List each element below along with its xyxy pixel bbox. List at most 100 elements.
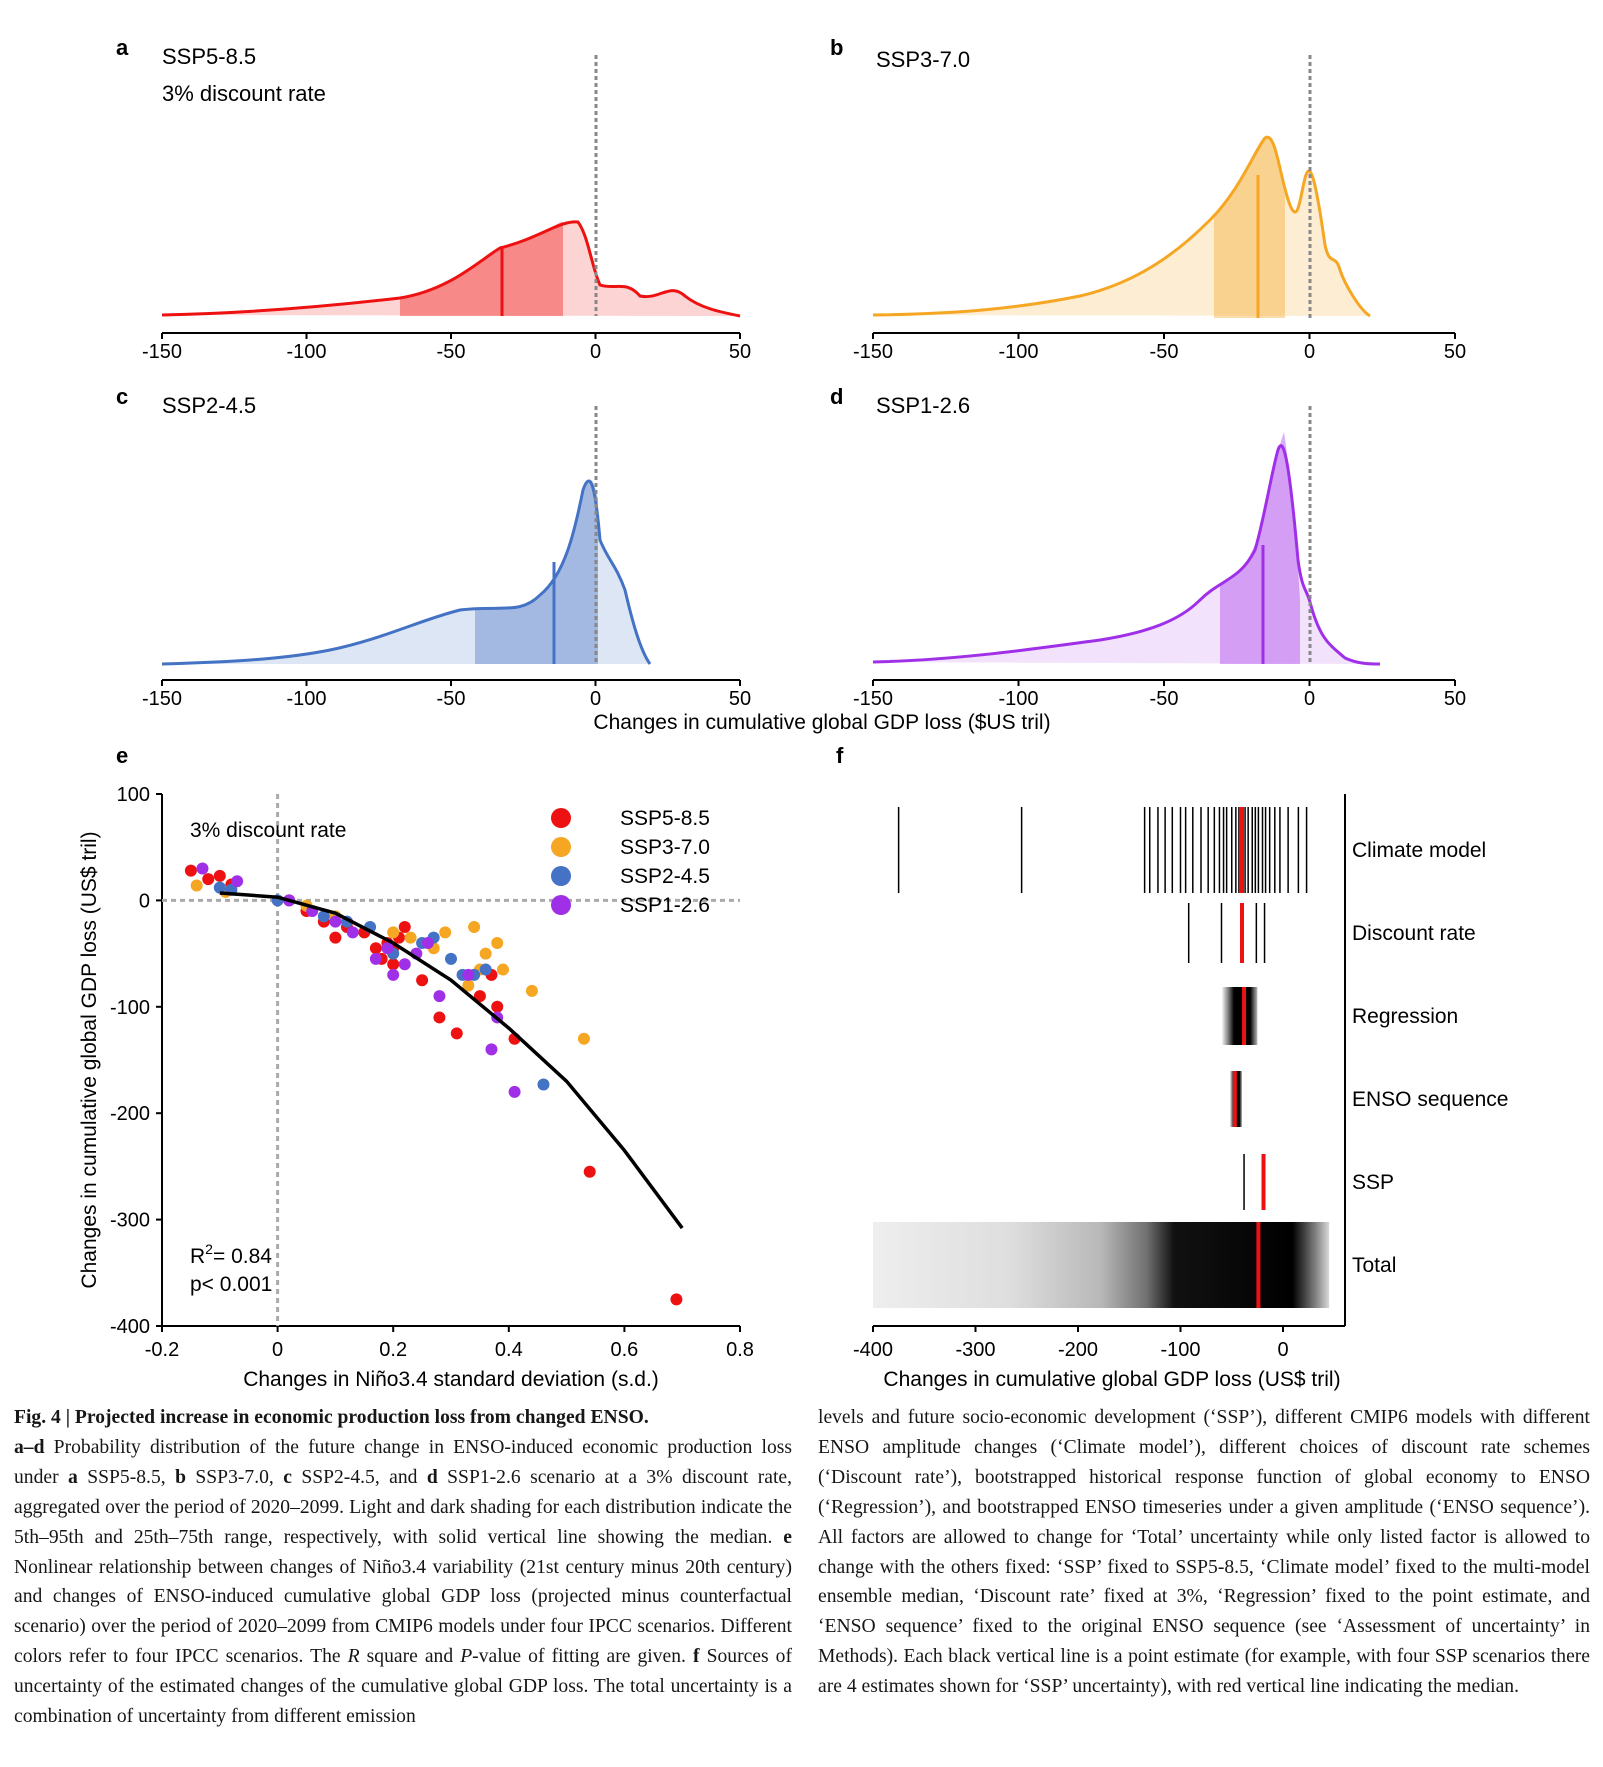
density-dark-fill <box>1214 137 1285 318</box>
tick-label: 0 <box>1304 688 1315 710</box>
scatter-point <box>369 952 382 965</box>
y-tick-label: -300 <box>110 1210 150 1232</box>
annotation: 3% discount rate <box>190 819 346 842</box>
legend-marker <box>551 837 571 857</box>
scatter-point <box>213 881 226 894</box>
legend-marker <box>551 895 571 915</box>
scatter-point <box>468 921 481 933</box>
scatter-point <box>202 873 215 886</box>
scatter-point <box>445 952 457 965</box>
panel-a: a SSP5-8.5 3% discount rate <box>116 35 741 318</box>
scatter-point <box>508 1085 521 1098</box>
tick-label: 50 <box>1444 341 1466 363</box>
caption-right: levels and future socio-economic develop… <box>818 1407 1590 1698</box>
scatter-point <box>317 910 330 923</box>
panel-letter: a <box>116 35 129 60</box>
scatter-point <box>421 936 434 949</box>
scatter-point <box>433 990 446 1003</box>
scatter-point <box>473 990 486 1003</box>
panel-letter: b <box>830 35 843 60</box>
scatter-point <box>398 958 411 971</box>
estimate-density-band <box>1221 987 1258 1045</box>
x-tick-label: 0.6 <box>610 1339 638 1361</box>
legend: SSP5-8.5 SSP3-7.0 SSP2-4.5 SSP1-2.6 <box>551 807 710 917</box>
r2-label: R2= 0.84 <box>190 1241 272 1268</box>
scatter-point <box>387 926 400 939</box>
tick-label: 0 <box>1304 341 1315 363</box>
row-label: Total <box>1352 1254 1396 1277</box>
caption-left: Fig. 4 | Projected increase in economic … <box>14 1403 792 1732</box>
density-curve <box>161 479 652 666</box>
y-axis-label: Changes in cumulative global GDP loss (U… <box>78 831 101 1288</box>
estimate-density-band <box>873 1222 1330 1308</box>
scatter-point <box>485 1043 498 1056</box>
density-light-fill <box>162 221 740 316</box>
panel-title: SSP3-7.0 <box>876 47 970 72</box>
row-label: ENSO sequence <box>1352 1088 1508 1111</box>
density-curve <box>872 135 1371 318</box>
x-tick-label: -200 <box>1058 1339 1098 1361</box>
panel-letter: d <box>830 384 843 409</box>
scatter-point <box>329 915 342 928</box>
panel-subtitle: 3% discount rate <box>162 81 326 106</box>
panel-e: e -0.2 0 0.2 0.4 0.6 0.81000-100-200-300-400 … <box>78 743 754 1391</box>
scatter-point <box>479 963 492 976</box>
tick-label: -100 <box>998 341 1038 363</box>
tick-label: -50 <box>437 688 466 710</box>
tick-label: -100 <box>286 341 326 363</box>
x-tick-label: -100 <box>1160 1339 1200 1361</box>
scatter-point <box>329 931 342 944</box>
legend-label: SSP2-4.5 <box>620 865 710 888</box>
panel-f: f Climate model Discount rate Regression EN… <box>836 743 1508 1391</box>
figure-4: a SSP5-8.5 3% discount rate b SSP3-7.0 c… <box>78 35 1508 1391</box>
scatter-point <box>369 942 382 955</box>
x-tick-label: -400 <box>853 1339 893 1361</box>
density-dark-fill <box>1220 432 1300 664</box>
scatter-point <box>491 1000 504 1013</box>
scatter-point <box>196 862 209 875</box>
uncertainty-rows: Climate model Discount rate Regression ENSO… <box>873 807 1508 1308</box>
panel-letter: c <box>116 384 128 409</box>
tick-label: -150 <box>853 688 893 710</box>
scatter-point <box>404 931 417 944</box>
density-dark-fill <box>475 479 598 664</box>
tick-label: -50 <box>1150 341 1179 363</box>
scatter-point <box>433 1011 446 1024</box>
scatter-point <box>231 875 244 888</box>
caption-left-body: a–d Probability distribution of the futu… <box>14 1436 793 1728</box>
panel-title: SSP1-2.6 <box>876 393 970 418</box>
tick-label: -50 <box>437 341 466 363</box>
scatter-point <box>450 1027 463 1040</box>
scatter-point <box>398 921 411 933</box>
scatter-point <box>462 979 475 992</box>
scatter-point <box>439 926 452 939</box>
fit-curve <box>219 891 684 1230</box>
density-light-fill <box>873 445 1380 664</box>
density-tick-labels: -150 -100 -50 0 50 -150 -100 -50 0 50 -150 -100 -50 0… <box>142 333 1466 710</box>
tick-label: -150 <box>142 688 182 710</box>
tick-label: -150 <box>142 341 182 363</box>
scatter-points <box>184 862 683 1306</box>
tick-label: -150 <box>853 341 893 363</box>
x-tick-label: 0 <box>1277 1339 1288 1361</box>
scatter-point <box>346 926 359 939</box>
x-tick-label: 0.4 <box>495 1339 523 1361</box>
panel-b: b SSP3-7.0 <box>830 35 1371 318</box>
x-tick-label: 0.2 <box>379 1339 407 1361</box>
tick-labels: -400 -300 -200 -100 0 <box>853 1326 1289 1361</box>
y-tick-label: -400 <box>110 1316 150 1338</box>
row-label: SSP <box>1352 1171 1394 1194</box>
scatter-point <box>491 936 504 949</box>
legend-marker <box>551 808 571 828</box>
row-label: Regression <box>1352 1005 1458 1028</box>
row-label: Climate model <box>1352 839 1486 862</box>
scatter-point <box>479 947 492 960</box>
scatter-point <box>670 1293 683 1306</box>
scatter-point <box>213 869 226 882</box>
x-axis-label: Changes in Niño3.4 standard deviation (s… <box>243 1368 659 1391</box>
panel-d: d SSP1-2.6 <box>830 384 1381 666</box>
x-tick-label: -0.2 <box>145 1339 179 1361</box>
scatter-point <box>583 1165 596 1178</box>
y-tick-label: -200 <box>110 1103 150 1125</box>
density-light-fill <box>162 481 650 664</box>
